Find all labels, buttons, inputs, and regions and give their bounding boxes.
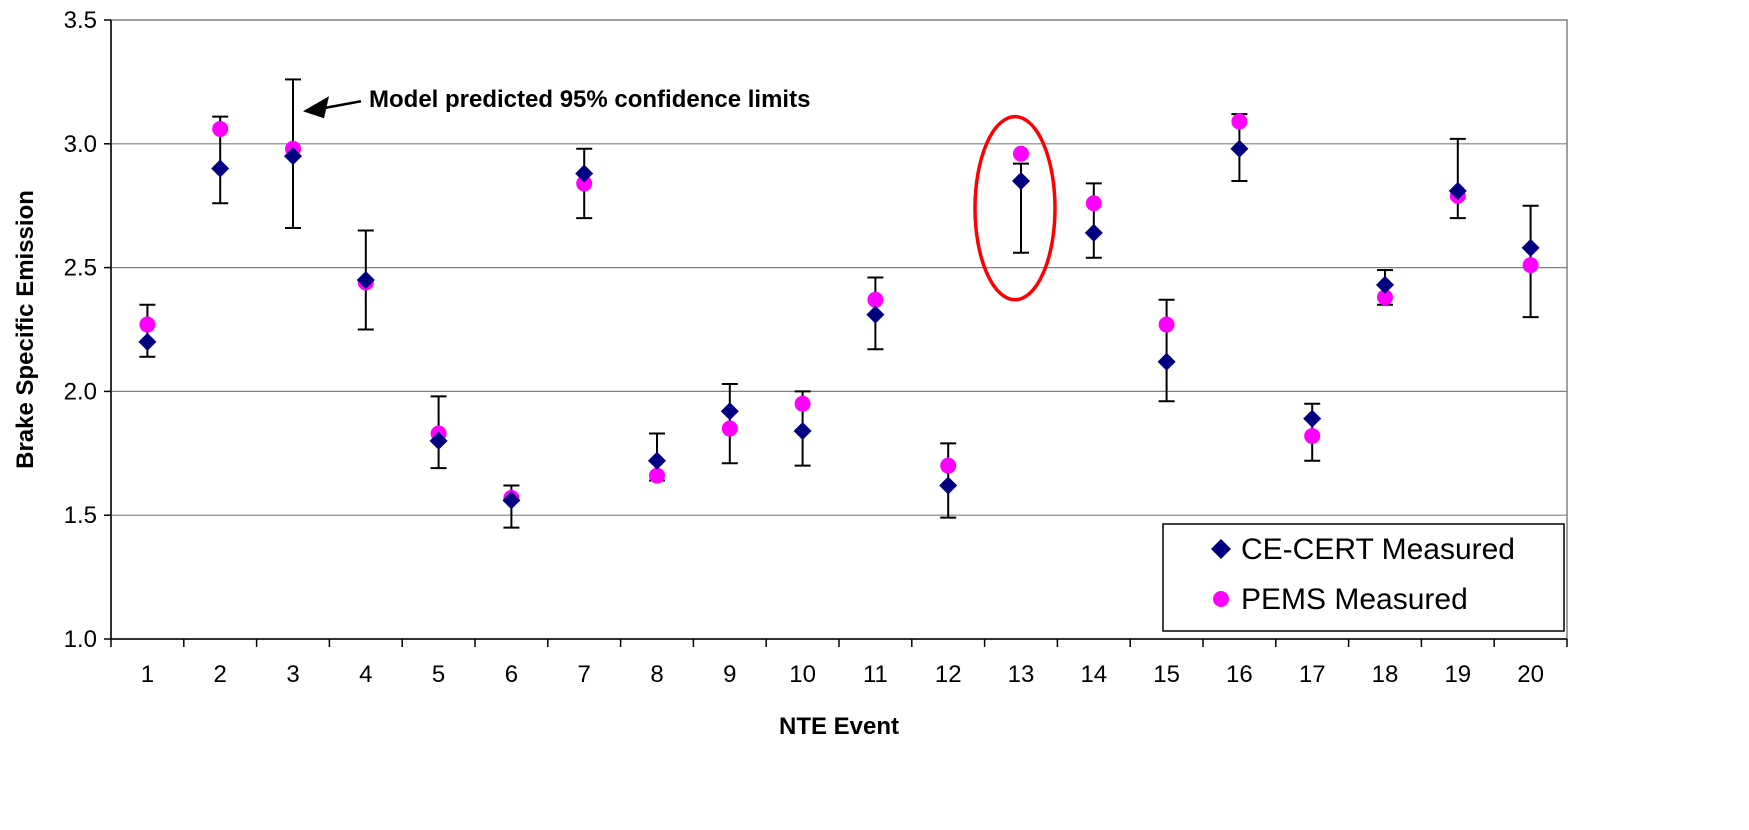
legend-label-ce-cert: CE-CERT Measured: [1241, 533, 1515, 566]
y-tick-label: 2.0: [64, 378, 97, 405]
pems-point: [1522, 257, 1539, 274]
error-bar: [1158, 298, 1175, 403]
x-axis-title: NTE Event: [779, 713, 899, 740]
grid-layer: [111, 143, 1567, 516]
axis-layer: 1.01.52.02.53.03.51 2 3 4 5 6 7 8 9 10 11 12 13 14 15 1…: [64, 7, 1568, 688]
pems-point: [649, 467, 665, 484]
error-bar: [1085, 182, 1102, 259]
x-tick-label: 20: [1517, 661, 1544, 688]
ce-cert-point: [1376, 275, 1394, 294]
y-tick-label: 2.5: [64, 255, 97, 282]
legend-items: CE-CERT Measured PEMS Measured: [1211, 533, 1515, 616]
x-tick-label: 8: [650, 661, 663, 688]
error-bar: [1449, 137, 1466, 220]
legend-marker-ce-cert: [1211, 539, 1231, 559]
x-tick-label: 3: [286, 661, 299, 688]
legend-box: [1162, 523, 1565, 632]
ce-cert-point: [1157, 352, 1176, 371]
ce-cert-series: [138, 139, 1540, 510]
annotation-text: Model predicted 95% confidence limits: [369, 86, 810, 113]
x-tick-label: 9: [723, 661, 736, 688]
ce-cert-point: [575, 164, 594, 183]
ce-cert-point: [1521, 238, 1540, 257]
pems-point: [867, 291, 884, 308]
legend-label-pems: PEMS Measured: [1241, 583, 1468, 616]
highlight-ellipse: [973, 114, 1057, 302]
x-tick-label: 4: [359, 661, 372, 688]
x-tick-label: 13: [1008, 661, 1035, 688]
pems-point: [940, 457, 957, 474]
annotation-arrow-line: [322, 100, 362, 110]
y-axis-title: Brake Specific Emission: [12, 190, 39, 469]
x-tick-label: 2: [214, 661, 227, 688]
y-tick-label: 3.5: [64, 7, 97, 34]
ce-cert-point: [720, 402, 739, 421]
x-tick-label: 6: [505, 661, 518, 688]
ce-cert-point: [138, 332, 157, 351]
ce-cert-point: [866, 305, 885, 324]
error-bar-layer: [139, 78, 1539, 529]
ce-cert-point: [648, 451, 666, 470]
ce-cert-point: [1303, 409, 1322, 428]
x-tick-label: 14: [1080, 661, 1107, 688]
pems-point: [1231, 113, 1248, 130]
ce-cert-point: [502, 491, 521, 510]
ce-cert-point: [1012, 171, 1030, 190]
pems-point: [1013, 145, 1029, 162]
x-tick-label: 5: [432, 661, 445, 688]
ce-cert-point: [284, 147, 302, 166]
x-tick-label: 10: [789, 661, 816, 688]
pems-series: [139, 113, 1539, 506]
pems-point: [576, 175, 593, 192]
ce-cert-point: [211, 159, 230, 178]
x-tick-label: 19: [1444, 661, 1471, 688]
ce-cert-point: [939, 476, 958, 495]
ce-cert-point: [429, 431, 448, 450]
annotation-arrow-head: [303, 96, 329, 119]
legend-marker-pems: [1213, 591, 1229, 607]
pems-point: [1085, 195, 1102, 212]
ce-cert-point: [1084, 223, 1103, 242]
highlight-layer: [973, 114, 1057, 302]
pems-point: [1377, 289, 1393, 306]
y-tick-label: 1.5: [64, 502, 97, 529]
x-tick-label: 18: [1372, 661, 1399, 688]
x-tick-label: 7: [578, 661, 591, 688]
pems-point: [1304, 427, 1321, 444]
y-tick-label: 1.0: [64, 626, 97, 653]
ce-cert-point: [1230, 139, 1249, 158]
x-tick-label: 12: [935, 661, 962, 688]
x-tick-label: 15: [1153, 661, 1180, 688]
ce-cert-point: [793, 422, 812, 441]
y-tick-label: 3.0: [64, 131, 97, 158]
pems-point: [212, 120, 229, 137]
annotation-layer: Model predicted 95% confidence limits: [303, 86, 810, 119]
x-tick-label: 1: [141, 661, 154, 688]
pems-point: [721, 420, 738, 437]
legend: CE-CERT Measured PEMS Measured: [1162, 523, 1565, 632]
pems-point: [794, 395, 811, 412]
pems-point: [139, 316, 156, 333]
x-tick-label: 11: [863, 661, 888, 688]
ce-cert-point: [356, 270, 375, 289]
ce-cert-point: [1448, 181, 1467, 200]
pems-point: [1158, 316, 1175, 333]
x-tick-label: 17: [1299, 661, 1326, 688]
x-tick-label: 16: [1226, 661, 1253, 688]
